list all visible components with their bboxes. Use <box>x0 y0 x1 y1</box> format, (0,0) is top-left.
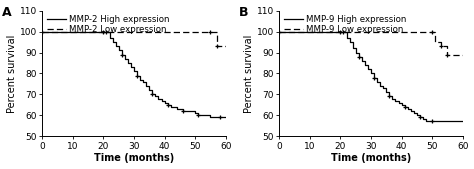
MMP-9 High expression <box>417 116 423 118</box>
Y-axis label: Percent survival: Percent survival <box>7 34 17 113</box>
MMP-9 High expression <box>423 120 429 123</box>
MMP-9 High expression <box>374 81 380 83</box>
MMP-2 High expression <box>146 89 152 91</box>
MMP-9 High expression <box>414 114 419 116</box>
X-axis label: Time (months): Time (months) <box>331 153 411 163</box>
MMP-2 Low expression <box>214 45 219 47</box>
MMP-9 High expression <box>405 108 410 110</box>
MMP-2 High expression <box>165 104 171 106</box>
MMP-2 High expression <box>180 110 186 112</box>
MMP-9 High expression <box>460 120 465 123</box>
MMP-9 Low expression <box>460 54 465 56</box>
MMP-9 High expression <box>356 56 362 58</box>
MMP-2 High expression <box>116 50 121 52</box>
MMP-2 High expression <box>122 58 128 60</box>
MMP-9 High expression <box>368 73 374 75</box>
MMP-9 High expression <box>353 52 358 54</box>
MMP-9 High expression <box>359 60 365 62</box>
Text: B: B <box>239 6 248 19</box>
MMP-2 High expression <box>110 41 116 43</box>
MMP-9 High expression <box>420 118 426 120</box>
MMP-2 High expression <box>168 106 173 108</box>
MMP-9 High expression <box>429 120 435 123</box>
MMP-2 High expression <box>162 102 167 104</box>
MMP-2 High expression <box>140 81 146 83</box>
MMP-9 Low expression <box>432 41 438 43</box>
Y-axis label: Percent survival: Percent survival <box>244 34 254 113</box>
Legend: MMP-2 High expression, MMP-2 Low expression: MMP-2 High expression, MMP-2 Low express… <box>46 14 170 35</box>
MMP-9 Low expression <box>445 54 450 56</box>
MMP-2 High expression <box>217 116 222 118</box>
MMP-9 Low expression <box>429 31 435 33</box>
MMP-9 High expression <box>408 110 414 112</box>
MMP-2 Low expression <box>208 31 213 33</box>
MMP-9 High expression <box>365 68 371 70</box>
MMP-2 High expression <box>149 93 155 95</box>
Line: MMP-2 Low expression: MMP-2 Low expression <box>42 32 226 46</box>
MMP-9 High expression <box>445 120 450 123</box>
MMP-9 High expression <box>399 104 404 106</box>
MMP-2 High expression <box>186 110 192 112</box>
MMP-2 High expression <box>208 116 213 118</box>
MMP-2 Low expression <box>39 31 45 33</box>
MMP-9 High expression <box>392 100 398 102</box>
Line: MMP-9 Low expression: MMP-9 Low expression <box>279 32 463 55</box>
MMP-9 High expression <box>362 64 368 66</box>
MMP-9 High expression <box>380 87 386 89</box>
MMP-9 High expression <box>411 112 417 114</box>
MMP-2 High expression <box>153 95 158 98</box>
MMP-9 High expression <box>383 91 389 93</box>
MMP-2 High expression <box>107 37 112 39</box>
MMP-2 High expression <box>131 70 137 72</box>
MMP-2 High expression <box>125 62 131 64</box>
MMP-9 High expression <box>276 31 282 33</box>
MMP-9 High expression <box>402 106 408 108</box>
MMP-2 High expression <box>39 31 45 33</box>
MMP-2 High expression <box>143 85 149 87</box>
Line: MMP-2 High expression: MMP-2 High expression <box>42 32 226 117</box>
Legend: MMP-9 High expression, MMP-9 Low expression: MMP-9 High expression, MMP-9 Low express… <box>283 14 407 35</box>
MMP-2 High expression <box>159 100 164 102</box>
MMP-2 High expression <box>174 108 180 110</box>
MMP-9 High expression <box>377 85 383 87</box>
MMP-2 High expression <box>195 114 201 116</box>
MMP-9 Low expression <box>276 31 282 33</box>
MMP-2 High expression <box>104 31 109 33</box>
MMP-9 High expression <box>390 98 395 100</box>
Text: A: A <box>2 6 11 19</box>
MMP-9 High expression <box>350 47 356 49</box>
MMP-2 High expression <box>223 116 228 118</box>
X-axis label: Time (months): Time (months) <box>94 153 174 163</box>
MMP-2 High expression <box>128 66 134 68</box>
MMP-2 High expression <box>134 75 140 77</box>
MMP-2 High expression <box>137 79 143 81</box>
MMP-9 High expression <box>341 31 346 33</box>
MMP-9 High expression <box>396 102 401 104</box>
Line: MMP-9 High expression: MMP-9 High expression <box>279 32 463 122</box>
MMP-9 High expression <box>347 41 353 43</box>
MMP-9 Low expression <box>438 45 444 47</box>
MMP-9 High expression <box>344 37 349 39</box>
MMP-9 High expression <box>426 120 432 123</box>
MMP-2 High expression <box>155 98 161 100</box>
MMP-2 High expression <box>119 54 125 56</box>
MMP-9 High expression <box>386 95 392 98</box>
MMP-9 High expression <box>371 77 377 79</box>
MMP-2 High expression <box>192 112 198 114</box>
MMP-2 High expression <box>113 45 118 47</box>
MMP-2 Low expression <box>223 45 228 47</box>
